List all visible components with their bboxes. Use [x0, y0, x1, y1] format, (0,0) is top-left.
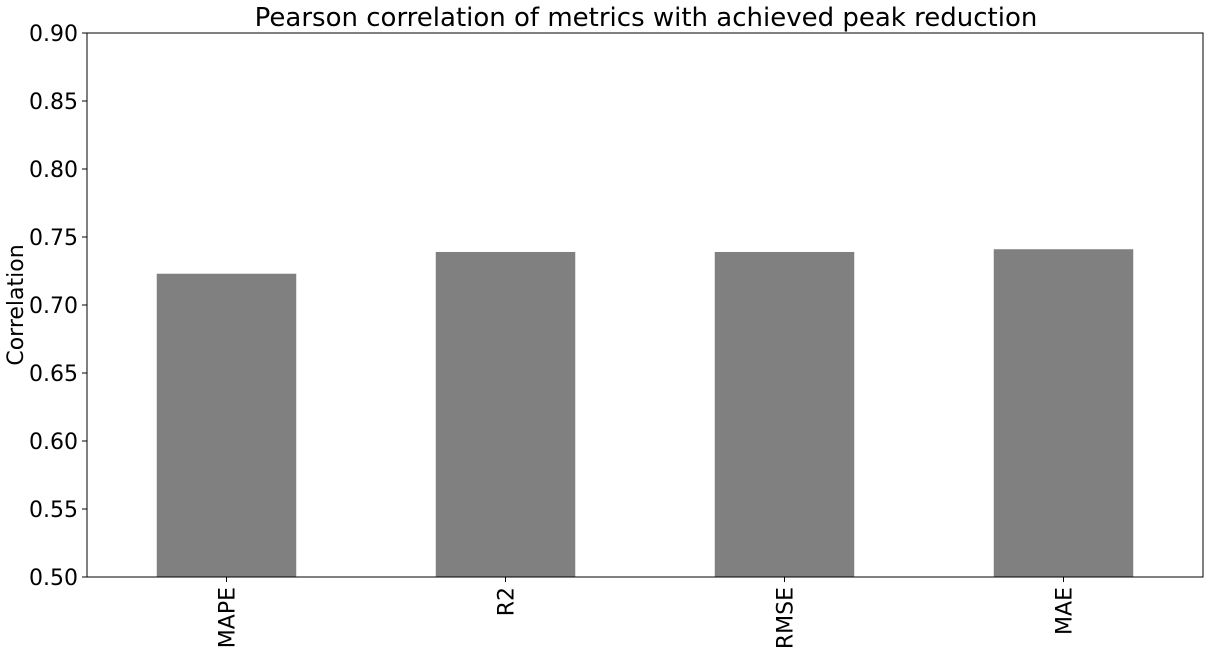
x-axis: MAPE R2 RMSE MAE — [216, 577, 1078, 649]
bar-rmse — [714, 251, 855, 577]
chart-title: Pearson correlation of metrics with achi… — [255, 3, 1038, 33]
y-tick-label: 0.75 — [29, 226, 78, 251]
y-tick-label: 0.50 — [29, 566, 78, 591]
y-tick-label: 0.90 — [29, 22, 78, 47]
y-tick-label: 0.65 — [29, 362, 78, 387]
x-tick-label-mae: MAE — [1053, 587, 1078, 635]
y-tick-label: 0.60 — [29, 430, 78, 455]
y-tick-label: 0.55 — [29, 498, 78, 523]
y-tick-label: 0.85 — [29, 90, 78, 115]
plot-frame — [86, 32, 1204, 578]
bar-r2 — [435, 251, 576, 577]
y-tick-label: 0.70 — [29, 294, 78, 319]
x-tick-label-r2: R2 — [495, 587, 520, 616]
bars-group — [156, 249, 1134, 578]
x-tick-label-mape: MAPE — [216, 587, 241, 648]
y-tick-label: 0.80 — [29, 158, 78, 183]
bar-mae — [993, 249, 1134, 578]
x-tick-label-rmse: RMSE — [774, 587, 799, 649]
y-axis-label: Correlation — [4, 244, 29, 365]
y-axis: 0.50 0.55 0.60 0.65 0.70 0.75 0.80 0.85 0.90 — [29, 22, 87, 591]
bar-mape — [156, 273, 297, 577]
